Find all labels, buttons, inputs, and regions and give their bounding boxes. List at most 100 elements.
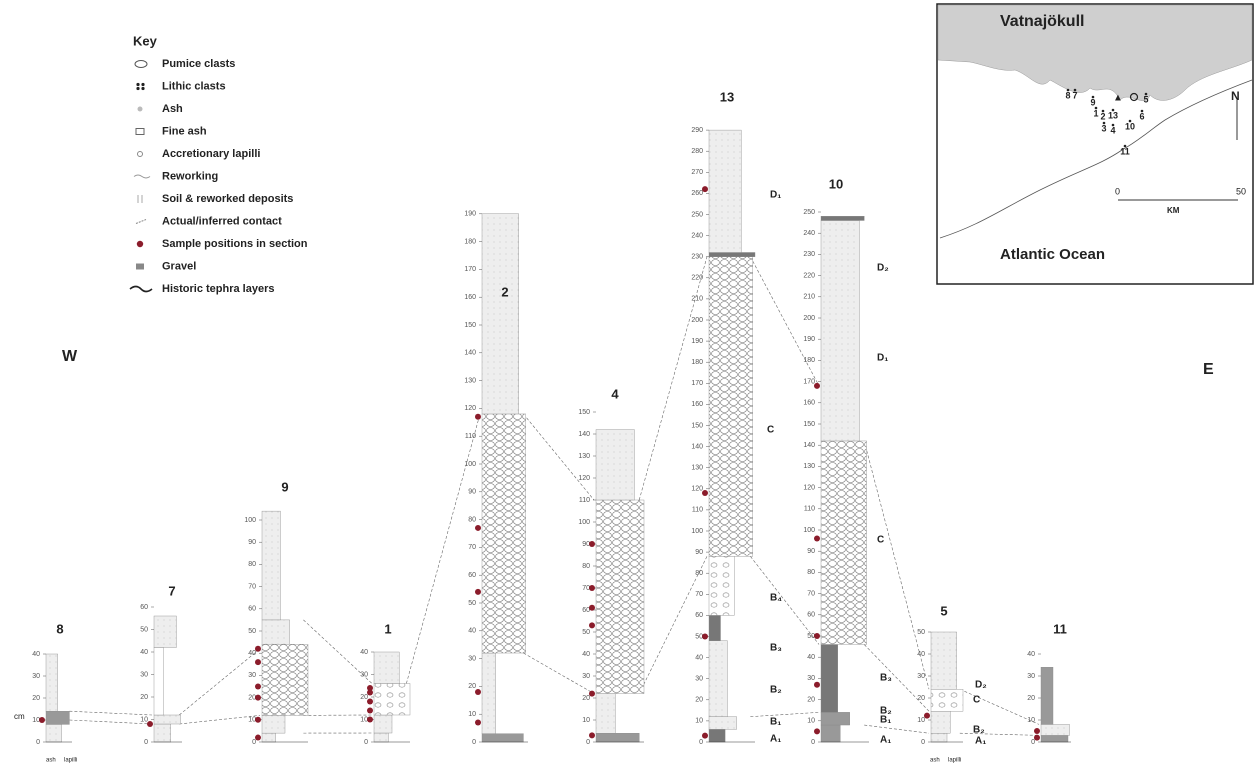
depth-tick-label: 40 bbox=[468, 628, 476, 635]
section-label: 13 bbox=[720, 89, 734, 104]
depth-tick-label: 180 bbox=[464, 238, 476, 245]
depth-tick-label: 50 bbox=[248, 628, 256, 635]
depth-tick-label: 160 bbox=[464, 294, 476, 301]
depth-tick-label: 170 bbox=[803, 378, 815, 385]
correlation-line bbox=[750, 712, 819, 716]
sample-position bbox=[814, 633, 820, 639]
sample-position bbox=[39, 717, 45, 723]
unit-label: C bbox=[973, 695, 980, 706]
site-label: 4 bbox=[1110, 125, 1115, 135]
depth-tick-label: 10 bbox=[807, 718, 815, 725]
depth-tick-label: 70 bbox=[248, 583, 256, 590]
sample-position bbox=[475, 414, 481, 420]
depth-tick-label: 10 bbox=[1027, 717, 1035, 724]
depth-tick-label: 0 bbox=[472, 739, 476, 746]
depth-tick-label: 150 bbox=[803, 421, 815, 428]
sample-position bbox=[475, 720, 481, 726]
section-label: 4 bbox=[611, 386, 619, 401]
depth-tick-label: 60 bbox=[248, 606, 256, 613]
depth-tick-label: 20 bbox=[248, 694, 256, 701]
depth-tick-label: 30 bbox=[32, 673, 40, 680]
unit-label: D₂ bbox=[877, 263, 889, 274]
section-label: 1 bbox=[384, 621, 391, 636]
depth-tick-label: 40 bbox=[807, 654, 815, 661]
sample-position bbox=[255, 646, 261, 652]
depth-tick-label: 80 bbox=[695, 570, 703, 577]
section-label: 2 bbox=[501, 284, 508, 299]
depth-tick-label: 270 bbox=[691, 169, 703, 176]
grain-lapilli: lapilli bbox=[948, 758, 961, 764]
section-layer bbox=[821, 216, 864, 220]
section-layer bbox=[596, 694, 615, 734]
site-label: 2 bbox=[1100, 111, 1105, 121]
sample-position bbox=[702, 634, 708, 640]
depth-tick-label: 50 bbox=[582, 629, 590, 636]
west-label: W bbox=[62, 348, 78, 365]
unit-label: B₄ bbox=[770, 593, 782, 604]
key-item: Lithic clasts bbox=[162, 80, 226, 92]
depth-tick-label: 10 bbox=[468, 711, 476, 718]
section-layer bbox=[154, 715, 181, 724]
depth-tick-label: 20 bbox=[695, 697, 703, 704]
depth-tick-label: 60 bbox=[140, 604, 148, 611]
section-layer bbox=[154, 616, 176, 648]
section-layer bbox=[154, 724, 171, 742]
section-layer bbox=[709, 257, 753, 557]
section-label: 11 bbox=[1053, 621, 1067, 636]
depth-tick-label: 230 bbox=[803, 251, 815, 258]
key-item: Gravel bbox=[162, 260, 196, 272]
sample-position bbox=[255, 735, 261, 741]
depth-tick-label: 150 bbox=[464, 322, 476, 329]
depth-tick-label: 0 bbox=[252, 739, 256, 746]
sample-position bbox=[367, 708, 373, 714]
depth-tick-label: 40 bbox=[917, 651, 925, 658]
depth-tick-label: 240 bbox=[803, 230, 815, 237]
depth-tick-label: 0 bbox=[586, 739, 590, 746]
key-icon bbox=[130, 287, 152, 292]
section-layer bbox=[931, 689, 963, 711]
correlation-line bbox=[960, 733, 1039, 735]
depth-tick-label: 60 bbox=[468, 572, 476, 579]
unit-label: A₁ bbox=[975, 736, 986, 747]
section-layer bbox=[596, 430, 634, 500]
depth-tick-label: 50 bbox=[468, 600, 476, 607]
depth-tick-label: 120 bbox=[691, 486, 703, 493]
key-item: Sample positions in section bbox=[162, 238, 308, 250]
depth-tick-label: 20 bbox=[917, 695, 925, 702]
depth-tick-label: 110 bbox=[804, 506, 815, 513]
sample-position bbox=[814, 682, 820, 688]
site-label: 1 bbox=[1093, 108, 1098, 118]
key-icon bbox=[136, 264, 144, 270]
sample-position bbox=[367, 699, 373, 705]
sample-position bbox=[589, 585, 595, 591]
depth-tick-label: 100 bbox=[578, 519, 590, 526]
depth-tick-label: 70 bbox=[807, 590, 815, 597]
section-layer bbox=[374, 684, 410, 716]
section-layer bbox=[262, 715, 285, 733]
section-layer bbox=[821, 644, 838, 712]
section-layer bbox=[1041, 724, 1070, 735]
depth-tick-label: 40 bbox=[248, 650, 256, 657]
key-icon bbox=[136, 129, 144, 135]
section-layer bbox=[1041, 735, 1068, 742]
section-layer bbox=[374, 715, 392, 733]
depth-tick-label: 10 bbox=[360, 716, 368, 723]
unit-label: A₁ bbox=[770, 734, 781, 745]
depth-tick-label: 100 bbox=[464, 461, 476, 468]
depth-tick-label: 30 bbox=[582, 673, 590, 680]
sample-position bbox=[814, 383, 820, 389]
sample-position bbox=[589, 732, 595, 738]
site-label: 3 bbox=[1101, 123, 1106, 133]
unit-label: C bbox=[877, 535, 884, 546]
section-layer bbox=[262, 733, 276, 742]
section-layer bbox=[1041, 667, 1053, 724]
section-layer bbox=[596, 500, 644, 694]
depth-tick-label: 220 bbox=[691, 275, 703, 282]
depth-tick-label: 170 bbox=[464, 266, 476, 273]
section-layer bbox=[709, 729, 725, 742]
section-layer bbox=[821, 725, 840, 742]
depth-tick-label: 90 bbox=[468, 489, 476, 496]
site-label: 9 bbox=[1090, 97, 1095, 107]
depth-tick-label: 30 bbox=[360, 671, 368, 678]
